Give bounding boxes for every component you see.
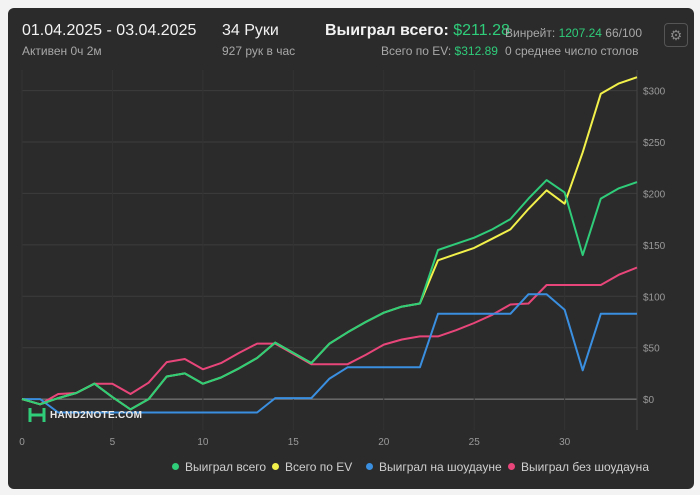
x-tick-label: 5: [110, 437, 116, 448]
settings-button[interactable]: ⚙: [664, 23, 688, 47]
legend-item-nonshowdown[interactable]: Выиграл без шоудауна: [508, 460, 649, 474]
x-tick-label: 25: [469, 437, 481, 448]
legend-item-showdown[interactable]: Выиграл на шоудауне: [366, 460, 502, 474]
date-range: 01.04.2025 - 03.04.2025: [22, 22, 197, 39]
y-tick-label: $250: [643, 138, 666, 149]
legend-dot: [508, 463, 515, 470]
series-line-0: [21, 179, 638, 411]
ev-total: Всего по EV: $312.89: [381, 44, 498, 58]
y-tick-label: $100: [643, 292, 666, 303]
y-tick-label: $150: [643, 241, 666, 252]
hands-count: 34 Руки: [222, 22, 279, 39]
winrate-value: 1207.24: [558, 26, 602, 40]
x-tick-label: 0: [19, 437, 25, 448]
legend-dot: [172, 463, 179, 470]
y-tick-label: $0: [643, 395, 655, 406]
winrate-label: Винрейт:: [505, 26, 556, 40]
logo-text: HAND2NOTE.COM: [50, 409, 143, 421]
legend-dot: [272, 463, 279, 470]
ev-label: Всего по EV:: [381, 44, 452, 58]
series-line-3: [21, 266, 638, 406]
series-line-1: [21, 76, 638, 411]
x-tick-label: 10: [197, 437, 209, 448]
won-total-label: Выиграл всего:: [325, 22, 449, 39]
x-tick-label: 20: [378, 437, 390, 448]
graph-panel: 01.04.2025 - 03.04.2025 Активен 0ч 2м 34…: [8, 8, 694, 489]
series-line-2: [22, 293, 637, 414]
hand2note-logo: HAND2NOTE.COM: [28, 406, 142, 424]
ev-value: $312.89: [454, 44, 498, 58]
legend-item-ev[interactable]: Всего по EV: [272, 460, 352, 474]
won-total: Выиграл всего: $211.28: [325, 22, 510, 40]
y-tick-label: $50: [643, 344, 660, 355]
x-tick-label: 15: [288, 437, 300, 448]
winrate: Винрейт: 1207.24 66/100: [505, 26, 655, 40]
hands-per-hour: 927 рук в час: [222, 44, 296, 58]
chart: $0 $50 $100 $150 $200 $250 $300 0 5 10 15 20 25 30: [19, 70, 666, 448]
winrate-rest: 66/100: [605, 26, 642, 40]
avg-tables: 0 среднее число столов: [505, 44, 639, 58]
gear-icon: ⚙: [669, 26, 683, 43]
y-tick-label: $200: [643, 189, 666, 200]
legend-item-won[interactable]: Выиграл всего: [172, 460, 266, 474]
legend-dot: [366, 463, 373, 470]
active-time: Активен 0ч 2м: [22, 44, 102, 58]
x-tick-label: 30: [559, 437, 571, 448]
y-tick-label: $300: [643, 87, 666, 98]
won-total-value: $211.28: [453, 22, 510, 39]
h2n-logo-icon: [28, 406, 46, 424]
